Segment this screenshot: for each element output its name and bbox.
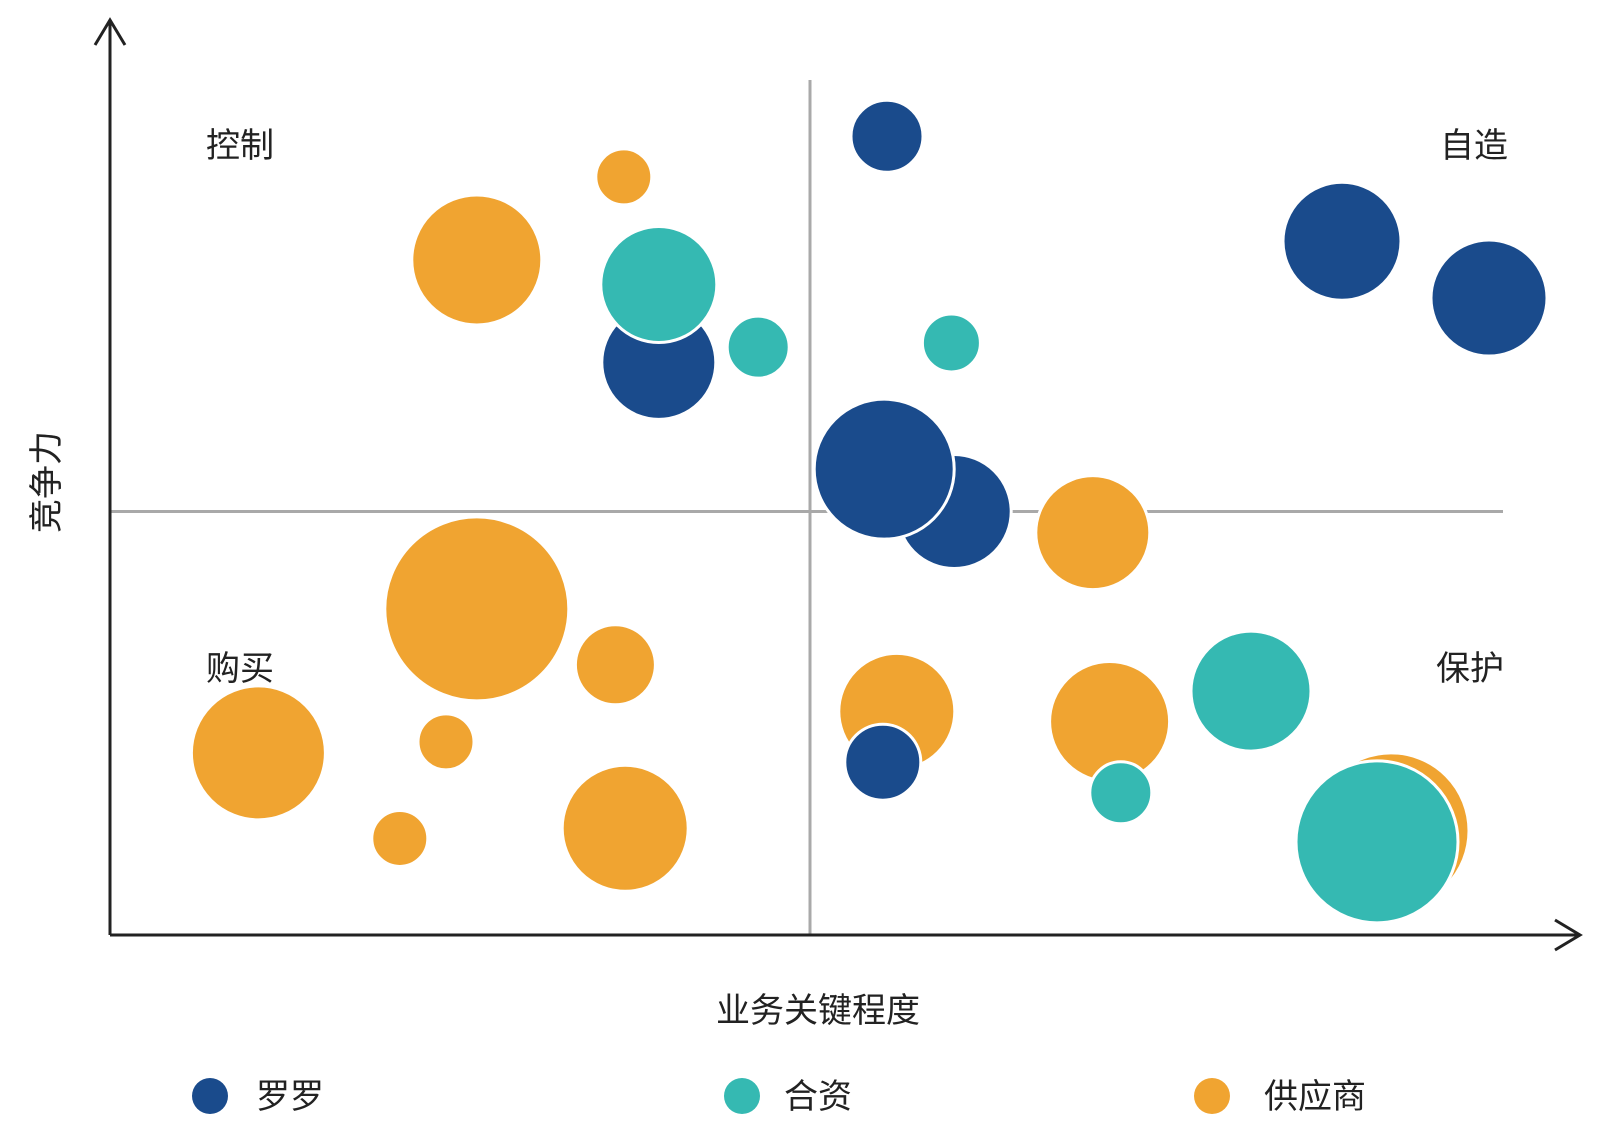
quadrant-label-top-left: 控制 (206, 126, 274, 166)
bubble-supplier-6 (594, 147, 654, 207)
legend-swatch-joint-venture (724, 1078, 760, 1114)
bubbles (189, 98, 1549, 925)
quadrant-label-bottom-right: 保护 (1436, 649, 1504, 689)
bubble-rolls-royce-5 (1281, 180, 1403, 302)
bubble-joint-venture-2 (725, 314, 791, 380)
bubble-supplier-2 (383, 515, 571, 703)
x-axis-arrow (1554, 918, 1583, 952)
bubble-rolls-royce-4 (812, 397, 956, 541)
legend-label-joint-venture: 合资 (784, 1077, 852, 1117)
bubble-joint-venture-4 (1189, 629, 1313, 753)
quadrant-label-bottom-left: 购买 (206, 649, 274, 689)
bubble-supplier-7 (573, 623, 657, 707)
bubble-joint-venture-3 (920, 312, 982, 374)
bubble-supplier-1 (410, 193, 544, 327)
bubble-supplier-8 (560, 763, 690, 893)
y-axis-arrow (93, 17, 127, 46)
quadrant-labels: 控制 自造 购买 保护 (206, 126, 1508, 689)
legend-swatch-supplier (1194, 1078, 1230, 1114)
bubble-rolls-royce-6 (1429, 238, 1549, 358)
legend-item-rolls-royce: 罗罗 (192, 1077, 324, 1117)
bubble-joint-venture-5 (1088, 760, 1154, 826)
axes (93, 17, 1583, 952)
bubble-rolls-royce-2 (849, 98, 925, 174)
legend-item-supplier: 供应商 (1194, 1077, 1366, 1117)
legend: 罗罗 合资 供应商 (192, 1077, 1366, 1117)
bubble-joint-venture-1 (599, 225, 719, 345)
bubble-supplier-10 (1034, 474, 1152, 592)
y-axis-title: 竞争力 (27, 431, 67, 533)
legend-label-rolls-royce: 罗罗 (256, 1077, 324, 1117)
x-axis-title: 业务关键程度 (716, 991, 920, 1031)
bubble-supplier-3 (189, 684, 327, 822)
bubble-supplier-5 (416, 712, 476, 772)
legend-swatch-rolls-royce (192, 1078, 228, 1114)
quadrant-label-top-right: 自造 (1440, 126, 1508, 166)
quadrant-dividers (110, 80, 1503, 935)
legend-label-supplier: 供应商 (1264, 1077, 1366, 1117)
bubble-joint-venture-6 (1294, 759, 1460, 925)
bubble-supplier-4 (370, 808, 430, 868)
legend-item-joint-venture: 合资 (724, 1077, 852, 1117)
bubble-rolls-royce-7 (843, 722, 923, 802)
